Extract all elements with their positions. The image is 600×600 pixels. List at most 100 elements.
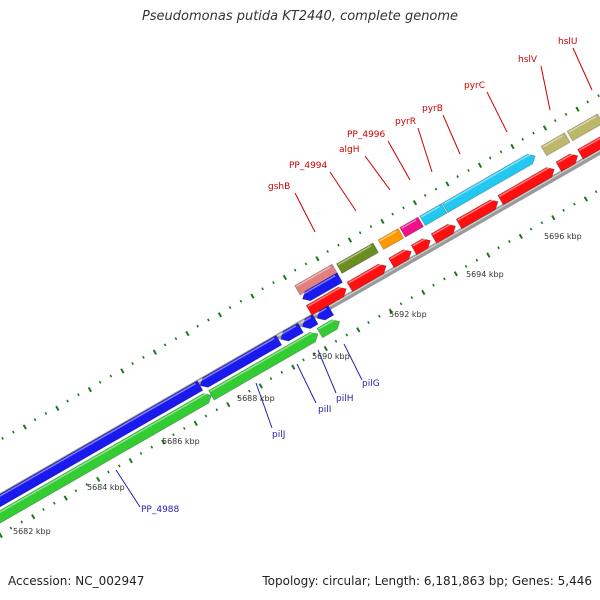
tick-lower	[421, 289, 426, 296]
tick-upper	[542, 125, 548, 131]
leader-pilJ	[255, 382, 273, 429]
tick-lower	[583, 196, 588, 202]
gene-label-pyrC: pyrC	[464, 81, 485, 91]
tick-upper	[586, 100, 590, 104]
accession-text: Accession: NC_002947	[8, 574, 145, 588]
tick-lower	[594, 190, 598, 194]
map-title: Pseudomonas putida KT2440, complete geno…	[141, 9, 459, 24]
tick-lower	[551, 215, 556, 221]
tick-lower	[128, 458, 133, 464]
cds-reverse-pilH	[301, 314, 319, 330]
tick-lower	[52, 501, 56, 505]
scale-label-5696: 5696 kbp	[544, 232, 582, 241]
leader-hslV	[540, 65, 551, 111]
tick-upper	[315, 256, 320, 262]
tick-lower	[356, 327, 361, 333]
cds-forward-hslU-highlight	[578, 137, 600, 151]
tick-lower	[269, 377, 273, 381]
tick-upper	[391, 212, 394, 216]
cds-forward-algH	[388, 249, 412, 269]
cds-khaki-hslV	[540, 132, 571, 157]
tick-upper	[423, 193, 427, 197]
tick-lower	[280, 370, 284, 374]
tick-lower	[497, 246, 500, 250]
cds-cyan-pyrR	[419, 203, 448, 227]
tick-lower	[258, 383, 263, 389]
leader-pilI	[296, 363, 317, 404]
scale-label-5682: 5682 kbp	[13, 527, 51, 536]
gene-label-PP_4996: PP_4996	[347, 130, 386, 140]
gene-label-pilG: pilG	[362, 379, 380, 389]
leader-pilH	[317, 349, 337, 394]
tick-lower	[410, 296, 414, 300]
cds-reverse-pilJ	[199, 334, 283, 388]
tick-upper	[87, 386, 92, 393]
tick-upper	[207, 318, 210, 322]
cds-pink-gshB-highlight	[296, 266, 331, 288]
cds-magenta-PP_4996	[399, 216, 425, 238]
leader-PP_4988	[115, 469, 141, 508]
topology-text: Topology: circular; Length: 6,181,863 bp…	[262, 574, 592, 588]
leader-gshB	[294, 192, 316, 233]
tick-lower	[9, 526, 13, 530]
tick-upper	[575, 106, 580, 112]
tick-upper	[434, 187, 438, 191]
tick-upper	[196, 324, 199, 328]
gene-label-pilJ: pilJ	[272, 430, 285, 440]
cds-khaki-hslU-highlight	[568, 116, 597, 133]
tick-upper	[369, 225, 373, 228]
tick-upper	[282, 274, 288, 281]
tick-lower	[475, 258, 479, 262]
tick-upper	[564, 112, 568, 116]
tick-lower	[443, 277, 446, 281]
tick-upper	[445, 181, 450, 187]
tick-upper	[131, 362, 134, 366]
tick-lower	[117, 464, 121, 468]
cds-forward-gshB-highlight	[307, 286, 343, 307]
cds-forward-hslU	[577, 136, 600, 160]
tick-lower	[291, 364, 296, 370]
cds-cyan-pyrC-highlight	[443, 153, 531, 205]
gene-label-pilH: pilH	[336, 394, 353, 404]
tick-lower	[378, 314, 381, 318]
tick-lower	[150, 445, 154, 449]
tick-lower	[74, 489, 78, 493]
cds-reverse-pilG-highlight	[315, 307, 327, 316]
tick-lower	[453, 271, 458, 277]
tick-upper	[456, 175, 459, 179]
tick-upper	[55, 405, 60, 411]
leader-algH	[364, 155, 391, 191]
tick-upper	[347, 237, 353, 243]
scale-label-5694: 5694 kbp	[466, 270, 504, 279]
cds-forward-pyrC	[497, 167, 555, 206]
cds-green-2	[208, 331, 319, 401]
scale-label-5690: 5690 kbp	[312, 352, 350, 361]
cds-magenta-PP_4996-highlight	[401, 219, 417, 229]
cds-reverse-pilI	[280, 322, 304, 342]
gene-features	[0, 113, 600, 524]
scale-label-5684: 5684 kbp	[87, 483, 125, 492]
tick-upper	[239, 299, 243, 303]
tick-upper	[120, 368, 125, 374]
tick-lower	[0, 532, 3, 539]
tick-lower	[486, 252, 491, 258]
tick-lower	[139, 451, 143, 455]
cds-khaki-hslV-highlight	[542, 134, 564, 148]
cds-reverse-pilH-highlight	[300, 316, 312, 324]
leader-PP_4994	[329, 171, 357, 212]
tick-upper	[12, 430, 15, 434]
tick-lower	[63, 495, 68, 501]
scale-label-5692: 5692 kbp	[389, 310, 427, 319]
cds-khaki-hslU	[566, 113, 600, 142]
tick-lower	[226, 401, 231, 408]
tick-upper	[380, 218, 385, 225]
gene-label-pyrR: pyrR	[395, 117, 416, 127]
cds-reverse-large	[0, 380, 204, 508]
tick-upper	[142, 355, 145, 359]
tick-upper	[250, 293, 255, 299]
tick-lower	[399, 302, 403, 306]
tick-upper	[337, 243, 340, 247]
tick-lower	[182, 426, 186, 430]
leader-PP_4996	[387, 140, 411, 181]
cds-reverse-gshB	[301, 272, 344, 302]
